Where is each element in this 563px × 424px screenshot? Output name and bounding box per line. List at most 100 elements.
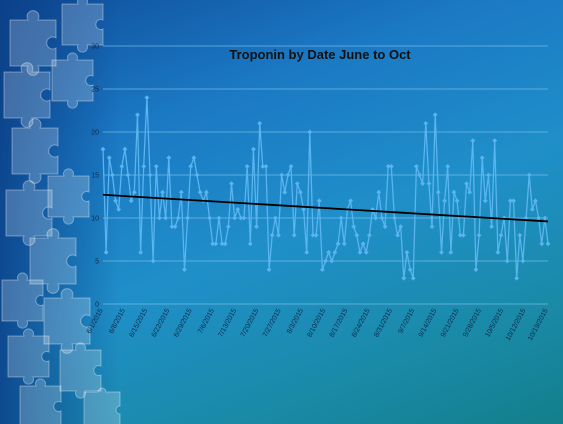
data-point xyxy=(244,164,250,169)
data-point xyxy=(279,172,285,178)
data-point xyxy=(514,275,520,281)
data-point xyxy=(379,215,385,221)
data-point xyxy=(498,232,504,238)
data-point xyxy=(100,146,106,152)
y-tick-label: 25 xyxy=(91,87,99,94)
data-point xyxy=(266,267,272,272)
data-point xyxy=(116,207,122,212)
data-point xyxy=(185,215,191,221)
data-point xyxy=(216,215,222,221)
x-axis-tick-labels: 6/1/2015 6/8/2015 6/15/2015 6/22/2015 6/29/2… xyxy=(86,308,550,342)
data-point xyxy=(319,267,325,272)
data-point xyxy=(254,224,259,229)
data-point xyxy=(178,189,184,195)
data-point xyxy=(507,198,513,204)
y-tick-label: 0 xyxy=(95,302,99,309)
data-point xyxy=(313,232,319,238)
data-point xyxy=(482,198,488,204)
y-tick-label: 10 xyxy=(91,216,99,223)
data-point xyxy=(122,146,128,152)
data-point xyxy=(470,138,476,143)
x-tick-label: 8/24/2015 xyxy=(351,308,372,339)
x-tick-label: 7/6/2015 xyxy=(197,308,216,335)
data-point xyxy=(432,112,438,118)
x-tick-label: 6/8/2015 xyxy=(108,308,127,335)
data-point xyxy=(298,189,303,195)
data-point xyxy=(291,232,297,238)
data-point xyxy=(229,181,234,186)
data-point xyxy=(533,198,538,204)
data-point xyxy=(429,224,435,229)
data-point xyxy=(326,250,332,255)
data-point xyxy=(395,232,400,238)
data-point xyxy=(489,224,494,229)
data-point xyxy=(188,164,194,169)
data-point xyxy=(135,112,140,118)
data-point xyxy=(407,267,413,272)
data-point xyxy=(536,215,541,221)
y-axis-tick-labels: 0 5 10 15 20 25 30 xyxy=(91,44,99,309)
data-point xyxy=(260,164,266,169)
data-point xyxy=(213,241,219,247)
data-point xyxy=(301,207,306,212)
y-tick-label: 20 xyxy=(91,130,99,137)
data-point xyxy=(511,198,516,204)
data-point xyxy=(194,172,200,178)
x-tick-label: 9/21/2015 xyxy=(440,308,461,339)
data-point xyxy=(448,250,454,255)
data-point xyxy=(172,224,178,229)
data-point xyxy=(204,189,209,195)
data-point xyxy=(392,215,397,221)
data-point xyxy=(191,155,197,161)
data-point xyxy=(351,224,357,229)
data-point xyxy=(435,189,441,195)
x-tick-label: 8/17/2015 xyxy=(329,308,350,339)
data-point xyxy=(545,241,551,247)
data-point xyxy=(454,198,460,204)
data-point xyxy=(410,275,416,281)
data-point xyxy=(495,250,501,255)
data-point xyxy=(138,250,144,255)
data-point xyxy=(272,215,278,221)
y-tick-label: 30 xyxy=(91,44,99,51)
data-point xyxy=(420,181,426,186)
data-point xyxy=(247,241,253,247)
data-point xyxy=(451,189,457,195)
data-point xyxy=(106,155,112,161)
data-point xyxy=(426,181,432,186)
data-point xyxy=(147,172,153,178)
data-point xyxy=(373,215,379,221)
data-point xyxy=(232,215,238,221)
data-point xyxy=(119,164,125,169)
data-point xyxy=(542,215,548,221)
data-point xyxy=(276,232,281,238)
x-tick-label: 7/13/2015 xyxy=(217,308,238,339)
data-point xyxy=(385,164,391,169)
data-point xyxy=(366,232,372,238)
data-point xyxy=(467,189,473,195)
troponin-series xyxy=(100,95,551,281)
x-tick-label: 9/28/2015 xyxy=(462,308,483,339)
data-point xyxy=(376,189,382,195)
x-tick-label: 8/3/2015 xyxy=(286,308,305,335)
data-point xyxy=(338,215,344,221)
x-tick-label: 10/19/2015 xyxy=(527,308,550,342)
data-point xyxy=(357,250,363,255)
series-line xyxy=(102,96,549,279)
data-point xyxy=(316,198,322,204)
data-point xyxy=(473,267,479,272)
data-point xyxy=(486,172,491,178)
data-point xyxy=(423,121,429,126)
data-point xyxy=(304,250,310,255)
data-point xyxy=(363,250,369,255)
data-point xyxy=(504,258,510,264)
x-tick-label: 6/15/2015 xyxy=(128,308,149,339)
data-point xyxy=(341,241,347,247)
data-point xyxy=(157,215,162,221)
data-point xyxy=(153,164,159,169)
x-tick-label: 6/29/2015 xyxy=(173,308,194,339)
data-point xyxy=(197,189,203,195)
data-point xyxy=(219,241,225,247)
x-tick-label: 9/7/2015 xyxy=(397,308,416,335)
data-point xyxy=(310,232,316,238)
